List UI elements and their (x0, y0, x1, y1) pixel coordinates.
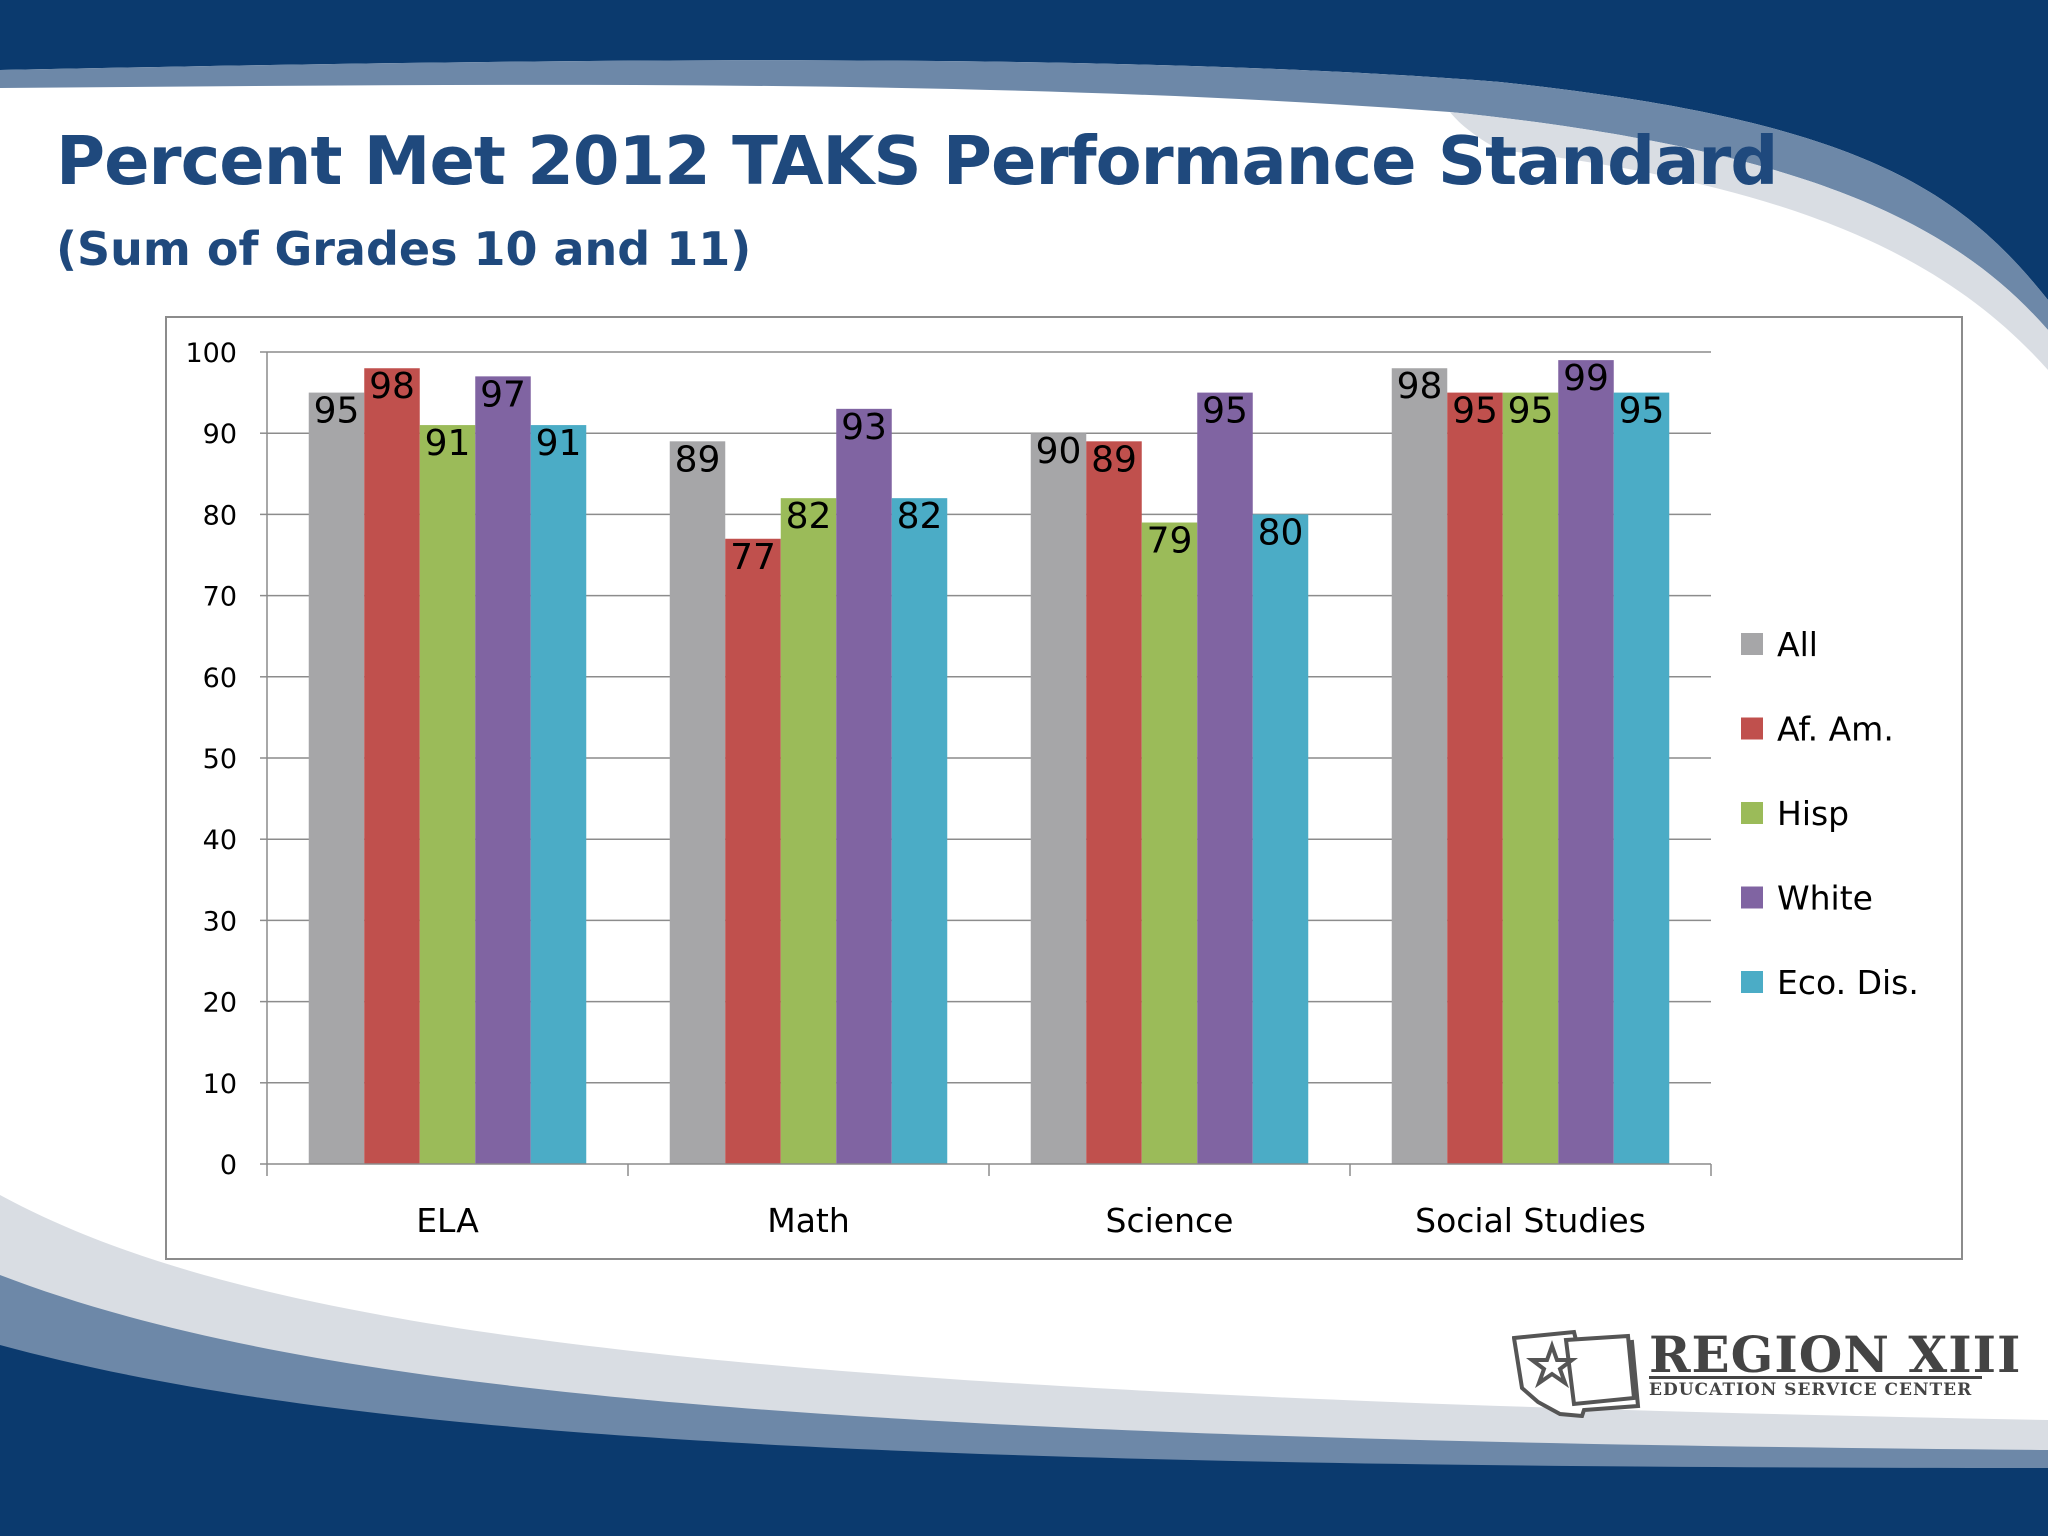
logo-rule (1649, 1376, 1982, 1379)
data-label: 89 (675, 439, 721, 480)
legend-swatch (1741, 717, 1763, 740)
y-tick-label: 10 (203, 1069, 237, 1100)
data-label: 91 (536, 423, 582, 464)
bars (308, 360, 1670, 1165)
data-label: 95 (1452, 391, 1498, 432)
bar (1558, 360, 1614, 1164)
data-label: 95 (314, 391, 360, 432)
legend: All Af. Am. Hisp White Eco. Dis. (1741, 625, 1919, 1002)
bar (1502, 392, 1559, 1165)
legend-swatch (1741, 802, 1763, 824)
axes: 0 10 20 30 40 50 60 70 80 90 100 ELA Math Science Soci… (185, 338, 1712, 1240)
data-label: 95 (1619, 391, 1665, 432)
legend-label: All (1777, 625, 1818, 664)
bar (1030, 433, 1087, 1164)
bar (419, 425, 476, 1165)
bar (891, 498, 948, 1164)
y-tick-label: 60 (203, 663, 237, 694)
x-tick-label: Social Studies (1415, 1201, 1646, 1240)
data-label: 80 (1258, 512, 1304, 553)
bar (780, 498, 837, 1164)
bar (1391, 368, 1448, 1164)
legend-swatch (1741, 886, 1763, 909)
bar (836, 408, 892, 1165)
y-tick-label: 100 (185, 338, 237, 369)
y-tick-label: 90 (203, 419, 237, 450)
y-tick-label: 20 (203, 988, 237, 1019)
data-label: 91 (425, 423, 471, 464)
x-tick-label: ELA (416, 1201, 479, 1240)
y-tick-label: 40 (203, 825, 237, 856)
data-label: 93 (841, 407, 887, 448)
region-xiii-logo: REGION XIII EDUCATION SERVICE CENTER (1511, 1328, 2020, 1419)
y-tick-label: 30 (203, 906, 237, 937)
y-tick-label: 80 (203, 500, 237, 531)
bar (1086, 441, 1142, 1164)
slide-subtitle: (Sum of Grades 10 and 11) (56, 222, 752, 276)
bar (1197, 392, 1253, 1165)
bar (1447, 392, 1503, 1165)
bar (364, 368, 420, 1164)
y-tick-label: 0 (220, 1150, 237, 1181)
y-tick-label: 50 (203, 744, 237, 775)
data-label: 90 (1036, 431, 1082, 472)
data-label: 98 (1397, 366, 1443, 407)
legend-label: White (1777, 879, 1873, 918)
data-label: 98 (369, 366, 415, 407)
bar (1252, 514, 1309, 1164)
bar (1613, 392, 1670, 1165)
bar (1141, 522, 1198, 1164)
data-label: 97 (480, 374, 526, 415)
data-label: 77 (730, 537, 776, 578)
logo-name: REGION XIII (1649, 1325, 2022, 1384)
slide-title: Percent Met 2012 TAKS Performance Standa… (56, 122, 1778, 200)
data-label: 99 (1563, 358, 1609, 399)
texas-star-map-icon (1511, 1329, 1641, 1419)
x-tick-label: Math (767, 1201, 850, 1240)
bar (530, 425, 587, 1165)
logo-tagline: EDUCATION SERVICE CENTER (1649, 1380, 1973, 1400)
bar (669, 441, 726, 1164)
legend-label: Af. Am. (1777, 710, 1894, 749)
data-label: 82 (786, 496, 832, 537)
bar (475, 376, 531, 1164)
data-label: 95 (1202, 391, 1248, 432)
legend-swatch (1741, 633, 1763, 655)
legend-swatch (1741, 971, 1763, 993)
data-label: 89 (1091, 439, 1137, 480)
bar (725, 538, 781, 1164)
data-label: 82 (897, 496, 943, 537)
bar (308, 392, 365, 1165)
legend-label: Eco. Dis. (1777, 963, 1919, 1002)
x-tick-label: Science (1106, 1201, 1234, 1240)
data-label: 79 (1147, 521, 1193, 562)
data-label: 95 (1508, 391, 1554, 432)
y-tick-label: 70 (203, 582, 237, 613)
legend-label: Hisp (1777, 794, 1849, 833)
